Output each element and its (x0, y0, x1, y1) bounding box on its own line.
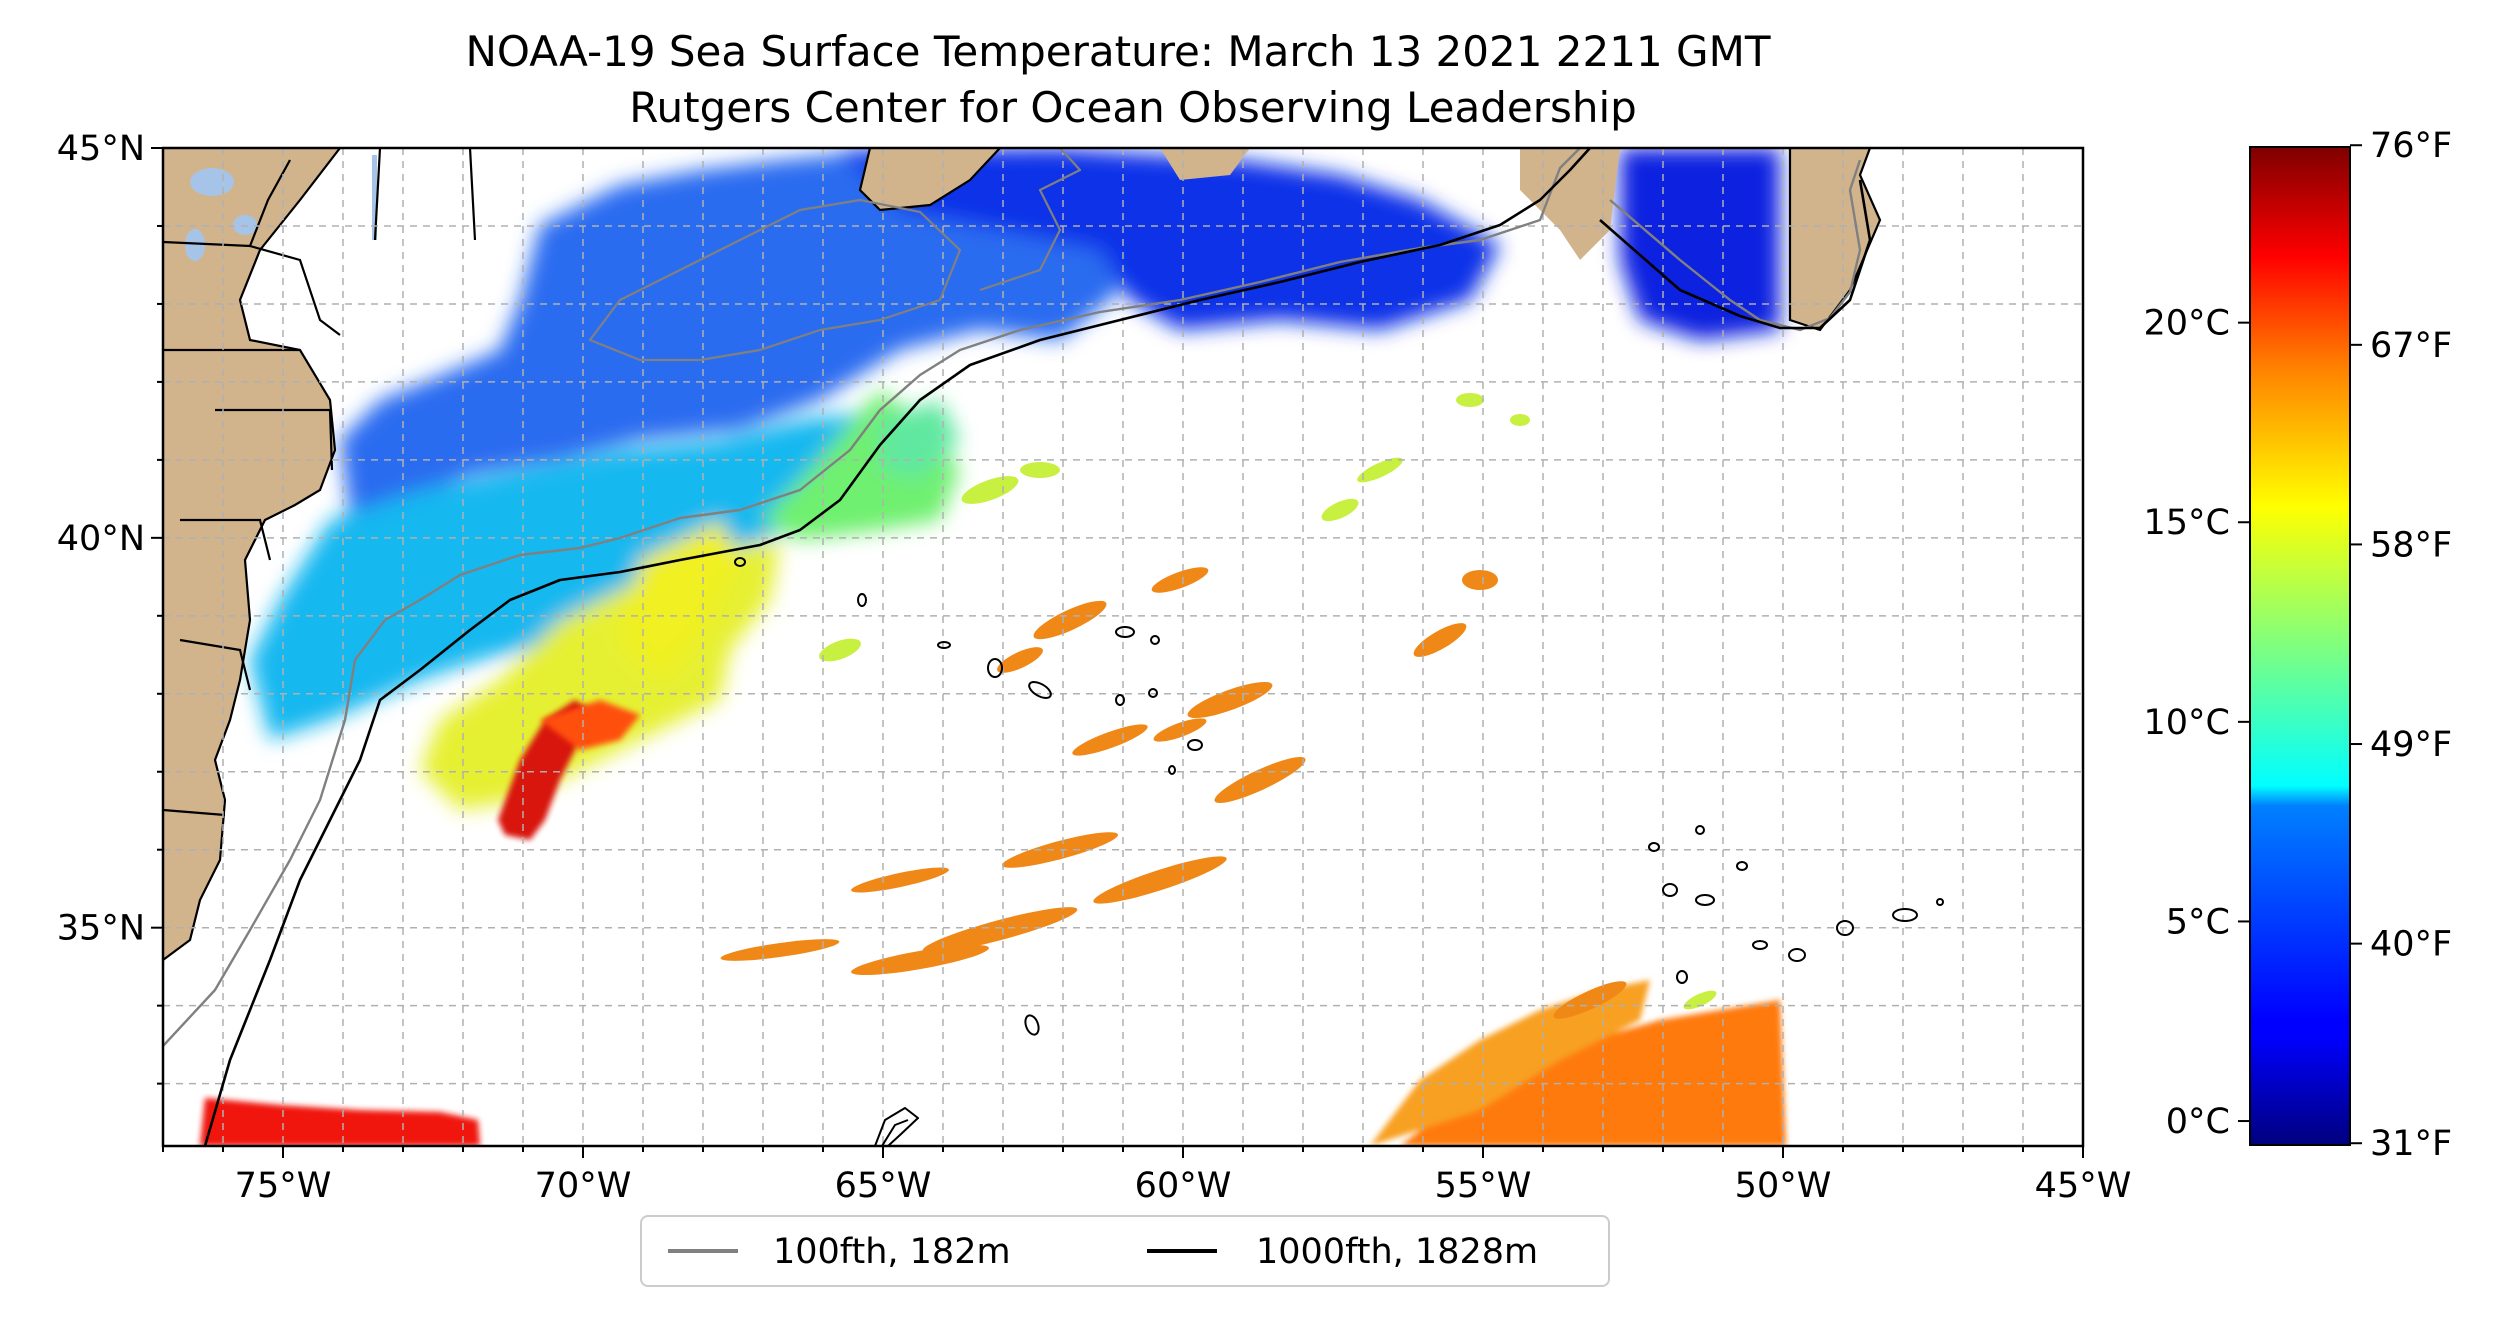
colorbar-fahrenheit-label: 49°F (2370, 725, 2452, 765)
nova-scotia-land (860, 148, 1000, 210)
lon-tick-label: 55°W (1435, 1166, 1532, 1206)
gridlines (163, 148, 2083, 1146)
newfoundland-avalon-land (1790, 148, 1880, 330)
colorbar-celsius-ticks: 0°C 5°C 10°C 15°C 20°C (2144, 304, 2250, 1142)
lat-tick-label: 35°N (57, 909, 145, 949)
legend-box (640, 1215, 1610, 1287)
sst-scattered-green-patches (819, 393, 1717, 1010)
colorbar-celsius-label: 20°C (2144, 304, 2230, 344)
colorbar-fahrenheit-label: 67°F (2370, 326, 2452, 366)
seamounts (734, 557, 1944, 1146)
sst-slope-water-yellow-2 (620, 520, 740, 680)
chart-title: NOAA-19 Sea Surface Temperature: March 1… (466, 27, 1771, 76)
sst-cold-nova-scotia (1620, 148, 1780, 340)
cape-breton-land (1160, 148, 1250, 180)
lon-tick-label: 65°W (835, 1166, 932, 1206)
colorbar-frame (2249, 146, 2351, 1146)
chart-subtitle: Rutgers Center for Ocean Observing Leade… (629, 83, 1637, 132)
isobath-100fth-georges (979, 148, 1082, 292)
lon-tick-label: 60°W (1135, 1166, 1232, 1206)
map-area (163, 148, 2083, 1146)
colorbar-fahrenheit-label: 31°F (2370, 1124, 2452, 1164)
colorbar-fahrenheit-label: 58°F (2370, 525, 2452, 565)
newfoundland-land (1520, 148, 1620, 260)
sst-cold-northeast (840, 148, 1500, 330)
lon-tick-label: 75°W (235, 1166, 332, 1206)
lon-tick-label: 50°W (1735, 1166, 1832, 1206)
colorbar-celsius-label: 15°C (2144, 503, 2230, 543)
legend-label-100fth: 100fth, 182m (773, 1232, 1011, 1272)
sst-scattered-warm-patches (720, 567, 1627, 1019)
colorbar-celsius-label: 10°C (2144, 703, 2230, 743)
sst-shelf-water (250, 410, 880, 740)
colorbar-celsius-label: 0°C (2166, 1102, 2230, 1142)
sst-gulf-stream-core (540, 700, 640, 750)
isobath-100fth-line (163, 148, 1581, 1047)
latitude-tick-labels: 45°N 40°N 35°N (57, 129, 145, 949)
colorbar-celsius-label: 5°C (2166, 902, 2230, 942)
axis-ticks (151, 147, 2084, 1158)
colorbar-fahrenheit-ticks: 31°F 40°F 49°F 58°F 67°F 76°F (2350, 126, 2452, 1164)
sst-cape-cod-green (880, 400, 960, 480)
lon-tick-label: 70°W (535, 1166, 632, 1206)
longitude-tick-labels: 75°W 70°W 65°W 60°W 55°W 50°W 45°W (235, 1166, 2132, 1206)
colorbar-gradient (2250, 147, 2350, 1145)
isobath-1000fth-ne (1599, 179, 1872, 330)
sst-field (200, 148, 1786, 1146)
sst-south-warm-east (1370, 980, 1786, 1146)
sst-south-warm-west (200, 1098, 480, 1146)
sst-cold-gulf-of-maine (340, 148, 1140, 520)
legend: 100fth, 182m 1000fth, 1828m (640, 1215, 1610, 1287)
lat-tick-label: 45°N (57, 129, 145, 169)
colorbar: 0°C 5°C 10°C 15°C 20°C 31°F 40°F 49°F 58°F 67°F 7… (2144, 126, 2453, 1164)
isobath-100fth-ne (1609, 159, 1862, 332)
isobath-100fth-banks (588, 198, 962, 362)
colorbar-fahrenheit-label: 40°F (2370, 925, 2452, 965)
isobath-1000fth-line (203, 148, 1591, 1146)
legend-label-1000fth: 1000fth, 1828m (1256, 1232, 1538, 1272)
lat-tick-label: 40°N (57, 519, 145, 559)
isobaths (163, 148, 1944, 1146)
lon-tick-label: 45°W (2035, 1166, 2132, 1206)
colorbar-fahrenheit-label: 76°F (2370, 126, 2452, 166)
